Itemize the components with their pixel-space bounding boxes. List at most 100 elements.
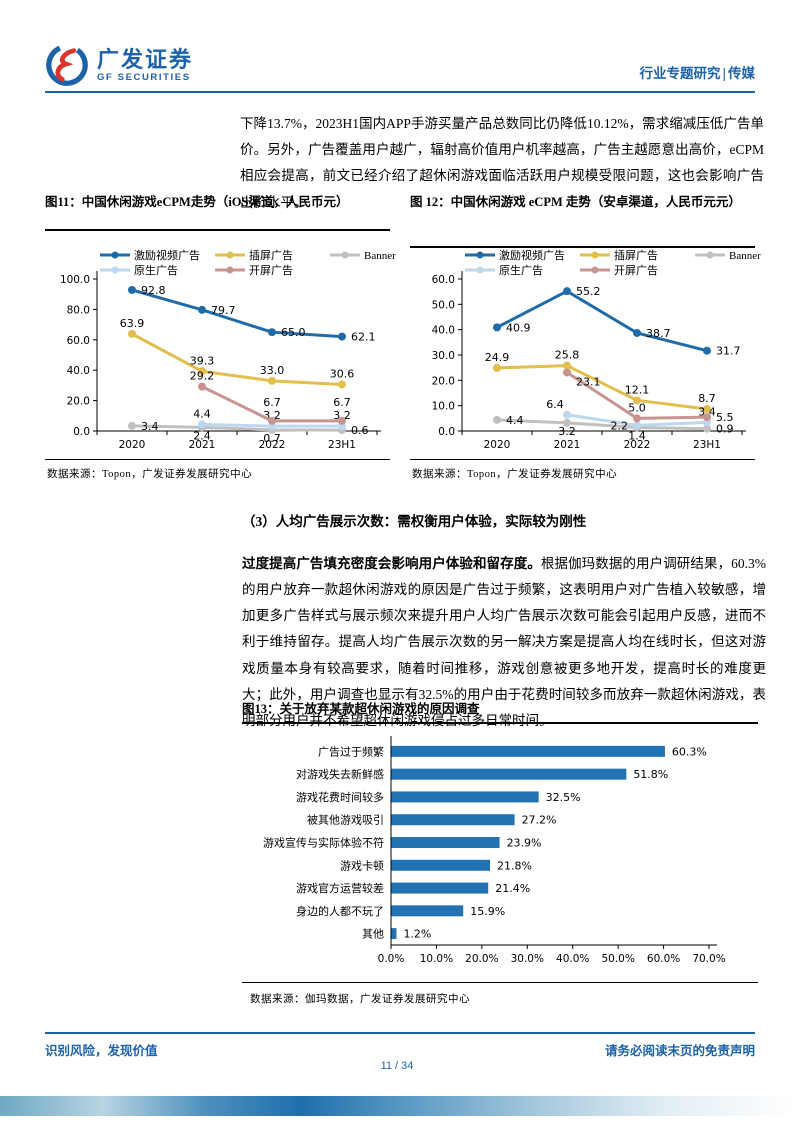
figure12-title: 图 12：中国休闲游戏 eCPM 走势（安卓渠道，人民币元元） bbox=[410, 195, 741, 209]
svg-text:20.0: 20.0 bbox=[67, 396, 90, 408]
svg-text:50.0: 50.0 bbox=[432, 299, 455, 311]
svg-text:12.1: 12.1 bbox=[625, 383, 650, 396]
svg-text:3.2: 3.2 bbox=[333, 409, 351, 422]
footer-divider bbox=[45, 1032, 755, 1034]
svg-text:3.4: 3.4 bbox=[698, 405, 716, 418]
page-header-brand: 广发证券 GF SECURITIES bbox=[44, 42, 193, 88]
svg-text:激励视频广告: 激励视频广告 bbox=[134, 248, 200, 262]
svg-text:38.7: 38.7 bbox=[646, 327, 671, 340]
svg-text:0.0%: 0.0% bbox=[378, 953, 405, 965]
section3-heading: （3）人均广告展示次数：需权衡用户体验，实际较为刚性 bbox=[242, 514, 587, 529]
svg-text:1.4: 1.4 bbox=[628, 429, 646, 442]
svg-text:2020: 2020 bbox=[119, 439, 146, 451]
doc-type-text: 行业专题研究 bbox=[639, 66, 721, 81]
svg-text:40.9: 40.9 bbox=[506, 321, 531, 334]
svg-text:5.0: 5.0 bbox=[628, 401, 646, 414]
svg-text:23.1: 23.1 bbox=[576, 375, 601, 388]
svg-text:32.5%: 32.5% bbox=[546, 791, 581, 804]
brand-text: 广发证券 GF SECURITIES bbox=[97, 46, 194, 83]
svg-text:2.2: 2.2 bbox=[611, 419, 629, 432]
header-divider bbox=[45, 91, 755, 93]
svg-text:身边的人都不玩了: 身边的人都不玩了 bbox=[296, 904, 384, 918]
svg-text:10.0: 10.0 bbox=[432, 401, 455, 413]
chart-abandon-reasons: 广告过于频繁 60.3% 对游戏失去新鲜感 51.8% 游戏花费时间较多 32.5% 被其他… bbox=[263, 736, 726, 965]
figure11-bottom-rule bbox=[45, 459, 390, 460]
svg-text:20.0%: 20.0% bbox=[465, 953, 498, 965]
figure13-bottom-rule bbox=[242, 982, 758, 983]
svg-text:30.0%: 30.0% bbox=[511, 953, 544, 965]
svg-text:80.0: 80.0 bbox=[67, 304, 90, 316]
svg-text:0.7: 0.7 bbox=[263, 432, 281, 445]
section3-body: 过度提高广告填充密度会影响用户体验和留存度。根据伽玛数据的用户调研结果，60.3… bbox=[242, 551, 766, 735]
svg-text:21.4%: 21.4% bbox=[495, 882, 530, 895]
svg-text:30.6: 30.6 bbox=[330, 367, 355, 380]
svg-text:25.8: 25.8 bbox=[555, 349, 580, 362]
svg-text:79.7: 79.7 bbox=[211, 304, 236, 317]
page-number: 11 / 34 bbox=[380, 1060, 414, 1072]
figure13-source: 数据来源：伽玛数据，广发证券发展研究中心 bbox=[250, 994, 470, 1005]
svg-text:21.8%: 21.8% bbox=[497, 859, 532, 872]
svg-text:2022: 2022 bbox=[259, 439, 286, 451]
svg-text:0.0: 0.0 bbox=[438, 426, 455, 438]
doc-type-separator: | bbox=[722, 66, 726, 81]
svg-text:8.7: 8.7 bbox=[698, 392, 716, 405]
svg-text:0.0: 0.0 bbox=[73, 426, 90, 438]
svg-text:0.9: 0.9 bbox=[716, 423, 734, 436]
svg-text:插屏广告: 插屏广告 bbox=[614, 248, 658, 262]
svg-text:2020: 2020 bbox=[484, 439, 511, 451]
svg-text:1.2%: 1.2% bbox=[403, 928, 431, 941]
svg-text:原生广告: 原生广告 bbox=[134, 263, 178, 277]
svg-text:63.9: 63.9 bbox=[120, 317, 145, 330]
svg-text:30.0: 30.0 bbox=[432, 350, 455, 362]
svg-text:被其他游戏吸引: 被其他游戏吸引 bbox=[307, 813, 384, 827]
figure13-title: 图13：关于放弃某款超休闲游戏的原因调查 bbox=[242, 702, 480, 716]
svg-text:2021: 2021 bbox=[554, 439, 581, 451]
chart-ecpm-android: 0.0 10.0 20.0 30.0 40.0 50.0 60.0 2020 2021 2022 2… bbox=[432, 248, 761, 451]
svg-text:65.0: 65.0 bbox=[281, 326, 306, 339]
figure11-source: 数据来源：Topon，广发证券发展研究中心 bbox=[47, 469, 253, 480]
svg-text:2021: 2021 bbox=[189, 439, 216, 451]
svg-text:4.4: 4.4 bbox=[193, 407, 211, 420]
figure11-top-rule bbox=[45, 229, 390, 231]
svg-text:55.2: 55.2 bbox=[576, 285, 601, 298]
svg-text:激励视频广告: 激励视频广告 bbox=[499, 248, 565, 262]
svg-text:20.0: 20.0 bbox=[432, 375, 455, 387]
svg-text:31.7: 31.7 bbox=[716, 345, 741, 358]
svg-text:23.9%: 23.9% bbox=[507, 837, 542, 850]
svg-text:0.6: 0.6 bbox=[351, 424, 369, 437]
svg-text:33.0: 33.0 bbox=[260, 364, 285, 377]
svg-text:6.7: 6.7 bbox=[333, 396, 351, 409]
chart-ecpm-ios: 0.0 20.0 40.0 60.0 80.0 100.0 2020 2021 2022 23H1… bbox=[60, 248, 396, 451]
svg-text:100.0: 100.0 bbox=[60, 274, 90, 286]
svg-text:2.4: 2.4 bbox=[193, 429, 211, 442]
svg-text:15.9%: 15.9% bbox=[470, 905, 505, 918]
figure12-source: 数据来源：Topon，广发证券发展研究中心 bbox=[412, 469, 618, 480]
svg-text:广告过于频繁: 广告过于频繁 bbox=[318, 744, 384, 758]
section3-body-lead: 过度提高广告填充密度会影响用户体验和留存度。 bbox=[242, 555, 541, 571]
svg-text:60.0%: 60.0% bbox=[647, 953, 680, 965]
svg-text:62.1: 62.1 bbox=[351, 331, 376, 344]
brand-name-cn: 广发证券 bbox=[97, 46, 194, 72]
svg-text:10.0%: 10.0% bbox=[420, 953, 453, 965]
brand-name-en: GF SECURITIES bbox=[97, 71, 191, 83]
svg-text:开屏广告: 开屏广告 bbox=[614, 264, 658, 277]
svg-text:3.4: 3.4 bbox=[141, 420, 159, 433]
footer-slogan: 识别风险，发现价值 bbox=[45, 1044, 158, 1058]
figure13-top-rule bbox=[242, 722, 758, 724]
svg-text:50.0%: 50.0% bbox=[601, 953, 634, 965]
svg-text:6.4: 6.4 bbox=[546, 398, 564, 411]
svg-text:40.0: 40.0 bbox=[432, 325, 455, 337]
svg-text:插屏广告: 插屏广告 bbox=[249, 248, 293, 262]
figure12-top-rule bbox=[410, 246, 755, 248]
svg-text:Banner: Banner bbox=[729, 250, 761, 262]
svg-text:对游戏失去新鲜感: 对游戏失去新鲜感 bbox=[296, 767, 384, 781]
svg-text:39.3: 39.3 bbox=[190, 354, 215, 367]
svg-text:40.0%: 40.0% bbox=[556, 953, 589, 965]
svg-text:Banner: Banner bbox=[364, 250, 396, 262]
svg-text:其他: 其他 bbox=[362, 928, 384, 941]
report-type-label: 行业专题研究 | 传媒 bbox=[639, 62, 755, 82]
svg-text:5.5: 5.5 bbox=[716, 411, 734, 424]
section3-body-rest: 根据伽玛数据的用户调研结果，60.3%的用户放弃一款超休闲游戏的原因是广告过于频… bbox=[242, 555, 767, 729]
svg-text:原生广告: 原生广告 bbox=[499, 263, 543, 277]
